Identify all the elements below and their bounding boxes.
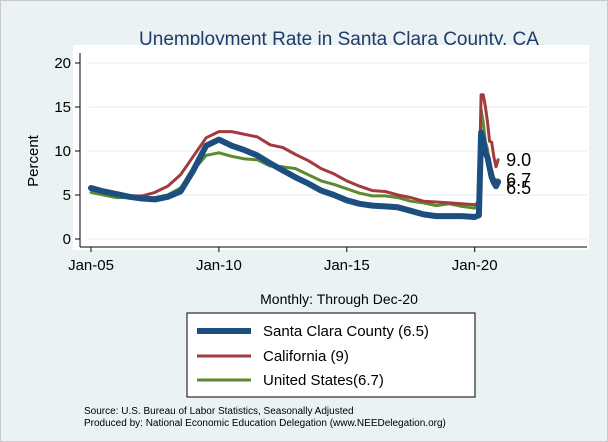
x-tick-label-Jan-15: Jan-15	[324, 257, 370, 274]
chart-title: Unemployment Rate in Santa Clara County,…	[139, 29, 539, 50]
legend: Santa Clara County (6.5) California (9) …	[186, 312, 476, 398]
x-tick-label-Jan-20: Jan-20	[452, 257, 498, 274]
y-tick-label-15: 15	[54, 99, 71, 116]
y-tick-label-20: 20	[54, 55, 71, 72]
series-line-1	[89, 93, 500, 207]
y-tick-label-0: 0	[63, 231, 71, 248]
plot-area	[73, 45, 589, 250]
producer-line: Produced by: National Economic Education…	[84, 418, 446, 429]
end-label-0: 6.5	[506, 178, 531, 198]
legend-box	[186, 312, 476, 398]
x-tick-label-Jan-10: Jan-10	[196, 257, 242, 274]
axes: 0 5 10 15 20 Jan-05 Jan-10 Jan-15 Jan-20	[54, 53, 587, 274]
series-lines	[88, 93, 502, 220]
legend-label-california: California (9)	[263, 348, 349, 365]
legend-label-santa-clara: Santa Clara County (6.5)	[263, 323, 429, 340]
end-labels: 6.5 9.06.7	[506, 150, 531, 198]
y-tick-label-10: 10	[54, 143, 71, 160]
series-line-0	[88, 129, 502, 220]
legend-label-united-states: United States(6.7)	[263, 372, 384, 389]
source-line: Source: U.S. Bureau of Labor Statistics,…	[84, 406, 354, 417]
y-tick-label-5: 5	[63, 187, 71, 204]
x-tick-label-Jan-05: Jan-05	[68, 257, 114, 274]
end-label-1: 9.0	[506, 150, 531, 170]
y-axis-title: Percent	[25, 134, 42, 187]
period-note: Monthly: Through Dec-20	[260, 291, 418, 307]
end-label-2: 6.7	[506, 170, 531, 190]
